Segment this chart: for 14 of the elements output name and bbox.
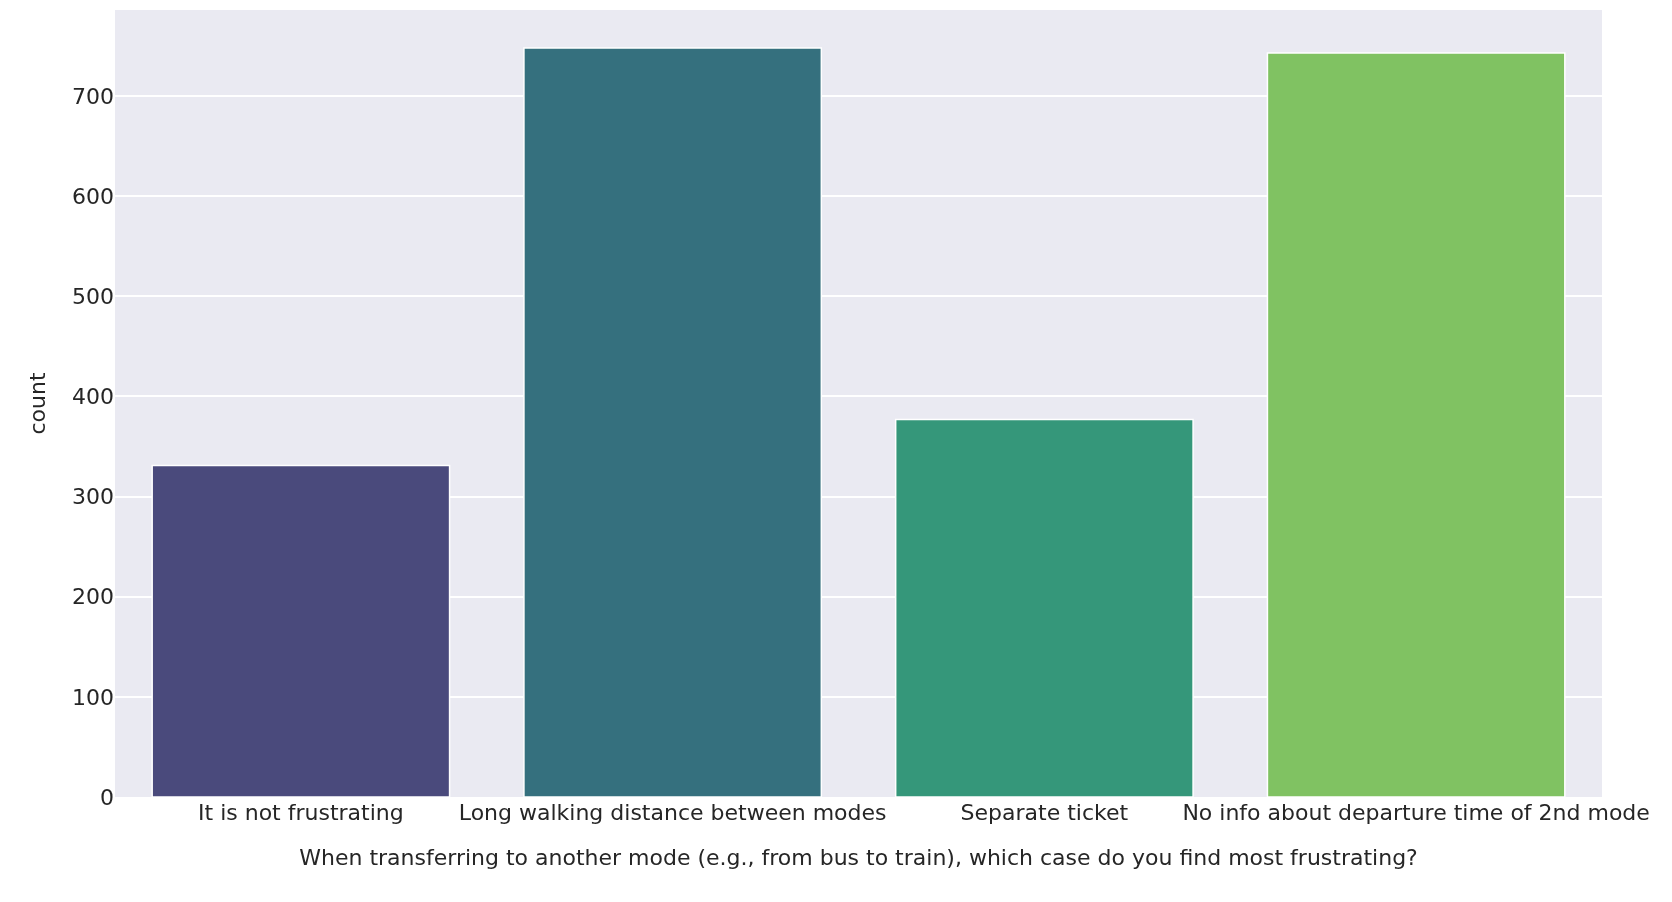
y-tick-label: 700 xyxy=(72,83,114,109)
y-tick-label: 600 xyxy=(72,183,114,209)
y-tick-label: 200 xyxy=(72,584,114,610)
y-tick-label: 100 xyxy=(72,684,114,710)
y-axis-title: count xyxy=(24,372,50,435)
y-tick-label: 400 xyxy=(72,384,114,410)
x-tick-label: It is not frustrating xyxy=(198,800,404,825)
y-tick-label: 300 xyxy=(72,484,114,510)
x-axis-title: When transferring to another mode (e.g., from bus to train), which case do you find most frustrating? xyxy=(299,844,1418,870)
y-tick-label: 0 xyxy=(100,784,114,810)
x-tick-label: No info about departure time of 2nd mode xyxy=(1182,800,1650,825)
x-tick-label: Long walking distance between modes xyxy=(458,800,887,825)
x-tick-label: Separate ticket xyxy=(960,800,1129,825)
y-tick-label: 500 xyxy=(72,284,114,310)
